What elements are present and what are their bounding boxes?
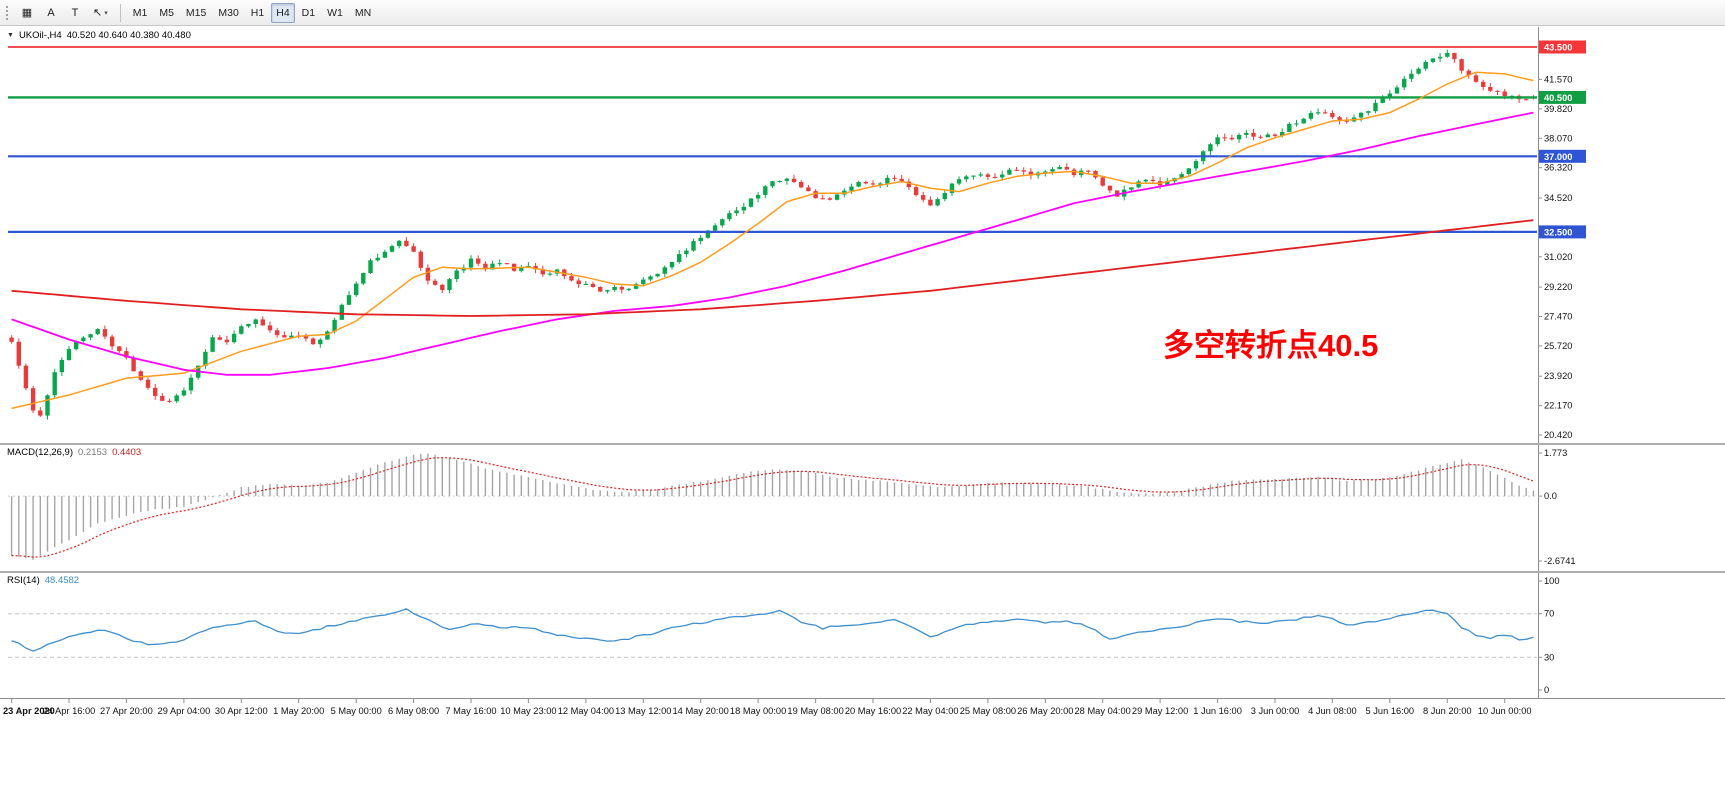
svg-text:7 May 16:00: 7 May 16:00: [445, 706, 496, 716]
svg-text:41.570: 41.570: [1544, 74, 1572, 84]
svg-text:38.070: 38.070: [1544, 133, 1572, 143]
chart-grid-button[interactable]: ▦: [16, 3, 38, 23]
toolbar: ▦ A T ↖ ▾ M1 M5 M15 M30 H1 H4 D1 W1 MN: [0, 0, 1725, 26]
dropdown-caret-icon: ▾: [104, 9, 108, 17]
timeframe-m30-button[interactable]: M30: [213, 3, 243, 23]
svg-text:26 May 20:00: 26 May 20:00: [1017, 706, 1073, 716]
timeframe-d1-button[interactable]: D1: [297, 3, 320, 23]
svg-text:23.920: 23.920: [1544, 371, 1572, 381]
toolbar-separator: [119, 3, 121, 22]
svg-text:34.520: 34.520: [1544, 193, 1572, 203]
macd-chart[interactable]: 1.773 0.0 -2.6741: [0, 445, 1725, 571]
svg-text:1 May 20:00: 1 May 20:00: [273, 706, 324, 716]
svg-text:20.420: 20.420: [1544, 430, 1572, 440]
timeframe-w1-button[interactable]: W1: [322, 3, 348, 23]
ohlc-values: 40.520 40.640 40.380 40.480: [66, 30, 191, 41]
svg-text:27 Apr 20:00: 27 Apr 20:00: [100, 706, 153, 716]
timeframe-h1-button[interactable]: H1: [246, 3, 269, 23]
timeframe-m15-button[interactable]: M15: [181, 3, 211, 23]
svg-text:22 May 04:00: 22 May 04:00: [902, 706, 958, 716]
svg-text:22.170: 22.170: [1544, 401, 1572, 411]
annotation-text[interactable]: 多空转折点40.5: [1163, 328, 1379, 363]
timeframe-h4-button[interactable]: H4: [271, 2, 295, 23]
svg-text:32.500: 32.500: [1544, 227, 1572, 237]
macd-main-value: 0.2153: [78, 447, 108, 458]
macd-panel: 1.773 0.0 -2.6741 MACD(12,26,9) 0.2153 0.4…: [0, 445, 1725, 571]
svg-text:100: 100: [1544, 576, 1560, 586]
svg-text:1.773: 1.773: [1544, 448, 1567, 458]
svg-text:24 Apr 16:00: 24 Apr 16:00: [43, 706, 96, 716]
svg-text:1 Jun 16:00: 1 Jun 16:00: [1193, 706, 1242, 716]
rsi-label: RSI(14) 48.4582: [7, 575, 79, 586]
chart-header: ▼ UKOil-,H4 40.520 40.640 40.380 40.480: [7, 30, 191, 41]
svg-text:70: 70: [1544, 609, 1554, 619]
rsi-value: 48.4582: [44, 575, 80, 586]
svg-text:-2.6741: -2.6741: [1544, 556, 1576, 566]
svg-text:30: 30: [1544, 652, 1554, 662]
svg-text:18 May 00:00: 18 May 00:00: [730, 706, 786, 716]
svg-text:29 Apr 04:00: 29 Apr 04:00: [158, 706, 211, 716]
time-axis[interactable]: 23 Apr 2020 24 Apr 16:00 27 Apr 20:00 29 Ap…: [0, 698, 1725, 720]
timeframe-mn-button[interactable]: MN: [350, 3, 376, 23]
svg-text:30 Apr 12:00: 30 Apr 12:00: [215, 706, 268, 716]
svg-text:8 Jun 20:00: 8 Jun 20:00: [1423, 706, 1472, 716]
svg-text:12 May 04:00: 12 May 04:00: [558, 706, 614, 716]
svg-text:0.0: 0.0: [1544, 491, 1557, 501]
svg-text:40.500: 40.500: [1544, 93, 1572, 103]
svg-text:31.020: 31.020: [1544, 252, 1572, 262]
symbol-period-label: UKOil-,H4: [18, 30, 62, 41]
symbol-dropdown-icon[interactable]: ▼: [7, 32, 14, 39]
svg-text:39.820: 39.820: [1544, 104, 1572, 114]
rsi-chart[interactable]: 100 70 30 0: [0, 573, 1725, 698]
timeframe-m1-button[interactable]: M1: [128, 3, 153, 23]
price-chart-panel: 41.570 39.820 38.070 36.320 34.520 31.020 29.2…: [0, 27, 1725, 443]
rsi-name: RSI(14): [7, 575, 40, 586]
svg-text:19 May 08:00: 19 May 08:00: [787, 706, 843, 716]
svg-text:6 May 08:00: 6 May 08:00: [388, 706, 439, 716]
rsi-panel: 100 70 30 0 RSI(14) 48.4582: [0, 573, 1725, 698]
svg-text:36.320: 36.320: [1544, 163, 1572, 173]
macd-signal-value: 0.4403: [112, 447, 142, 458]
svg-text:29 May 12:00: 29 May 12:00: [1132, 706, 1188, 716]
svg-text:10 May 23:00: 10 May 23:00: [500, 706, 556, 716]
svg-text:13 May 12:00: 13 May 12:00: [615, 706, 671, 716]
svg-text:5 May 00:00: 5 May 00:00: [331, 706, 382, 716]
svg-text:20 May 16:00: 20 May 16:00: [845, 706, 901, 716]
svg-text:5 Jun 16:00: 5 Jun 16:00: [1366, 706, 1415, 716]
svg-text:27.470: 27.470: [1544, 312, 1572, 322]
macd-name: MACD(12,26,9): [7, 447, 73, 458]
svg-text:10 Jun 00:00: 10 Jun 00:00: [1478, 706, 1532, 716]
svg-text:14 May 20:00: 14 May 20:00: [673, 706, 729, 716]
svg-text:3 Jun 00:00: 3 Jun 00:00: [1251, 706, 1300, 716]
svg-text:29.220: 29.220: [1544, 282, 1572, 292]
timeframe-m5-button[interactable]: M5: [154, 3, 179, 23]
panel-separator[interactable]: [0, 571, 1725, 573]
pointer-tool-button[interactable]: ↖ ▾: [88, 3, 113, 23]
svg-text:0: 0: [1544, 685, 1549, 695]
svg-text:37.000: 37.000: [1544, 152, 1572, 162]
toolbar-grip-icon[interactable]: [4, 3, 10, 22]
svg-text:25.720: 25.720: [1544, 341, 1572, 351]
svg-text:23 Apr 2020: 23 Apr 2020: [3, 706, 55, 716]
candlestick-chart[interactable]: 41.570 39.820 38.070 36.320 34.520 31.020 29.2…: [0, 27, 1725, 443]
svg-text:28 May 04:00: 28 May 04:00: [1075, 706, 1131, 716]
panel-separator[interactable]: [0, 443, 1725, 445]
text-label-button[interactable]: A: [40, 3, 62, 23]
svg-text:25 May 08:00: 25 May 08:00: [960, 706, 1016, 716]
svg-text:4 Jun 08:00: 4 Jun 08:00: [1308, 706, 1357, 716]
text-tool-button[interactable]: T: [64, 3, 86, 23]
macd-label: MACD(12,26,9) 0.2153 0.4403: [7, 447, 141, 458]
svg-text:43.500: 43.500: [1544, 43, 1572, 53]
